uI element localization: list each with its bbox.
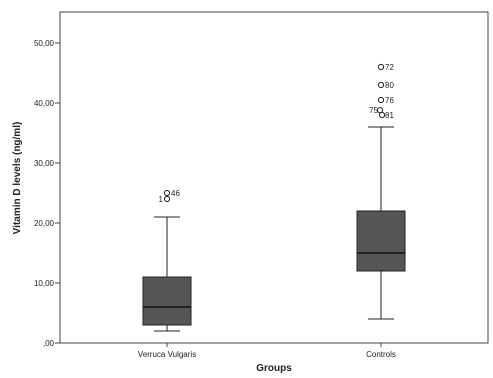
outlier-point	[377, 81, 385, 89]
x-tick-label: Verruca Vulgaris	[138, 350, 196, 359]
outlier-label: 76	[385, 96, 394, 105]
outlier-point	[163, 195, 171, 203]
y-tick-label: 10,00	[34, 279, 55, 288]
outlier-label: 80	[385, 81, 394, 90]
outlier-label: 81	[385, 111, 394, 120]
x-axis: Verruca Vulgaris Controls	[138, 343, 396, 359]
x-axis-title: Groups	[256, 363, 292, 374]
outlier-point	[378, 111, 386, 119]
box-controls: 72 80 76 75 81	[356, 63, 406, 320]
iqr-box	[356, 210, 406, 272]
iqr-box	[142, 276, 192, 326]
outlier-point	[377, 63, 385, 71]
outlier-label: 75	[369, 106, 378, 115]
outlier-label: 72	[385, 63, 394, 72]
outlier-label: 1	[159, 195, 164, 204]
plot-frame	[59, 11, 489, 344]
outlier-point	[377, 96, 385, 104]
outlier-point	[163, 189, 171, 197]
box-verruca-vulgaris: 1 46	[142, 189, 192, 332]
y-tick-label: 40,00	[34, 99, 55, 108]
box-group: 1 46 72 80 76 75 81	[142, 63, 406, 332]
y-axis-title: Vitamin D levels (ng/ml)	[12, 122, 23, 235]
outlier-label: 46	[171, 189, 180, 198]
x-tick-label: Controls	[366, 350, 396, 359]
y-axis: ,00 10,00 20,00 30,00 40,00 50,00	[34, 39, 60, 348]
y-tick-label: 20,00	[34, 219, 55, 228]
y-tick-label: ,00	[43, 339, 55, 348]
y-tick-label: 50,00	[34, 39, 55, 48]
y-tick-label: 30,00	[34, 159, 55, 168]
